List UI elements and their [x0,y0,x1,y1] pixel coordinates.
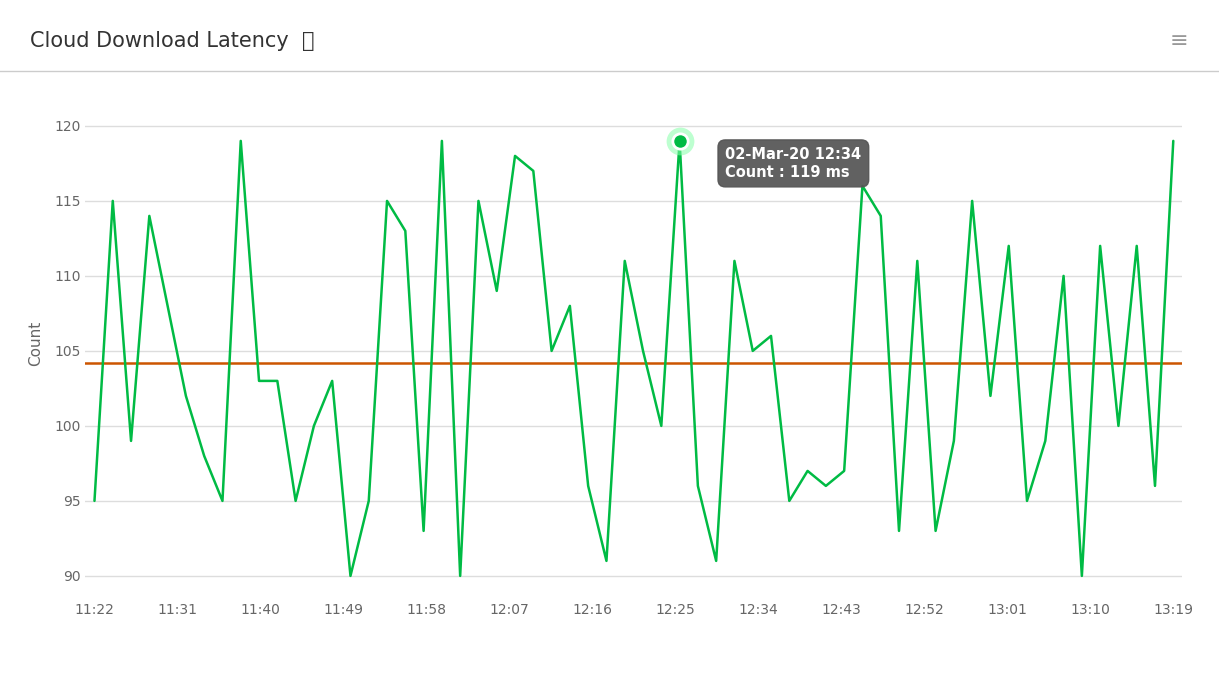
Text: ≡: ≡ [1170,31,1189,50]
Y-axis label: Count: Count [28,321,43,366]
Text: Cloud Download Latency  ⧉: Cloud Download Latency ⧉ [30,31,315,50]
Text: 02-Mar-20 12:34
Count : 119 ms: 02-Mar-20 12:34 Count : 119 ms [725,147,862,180]
